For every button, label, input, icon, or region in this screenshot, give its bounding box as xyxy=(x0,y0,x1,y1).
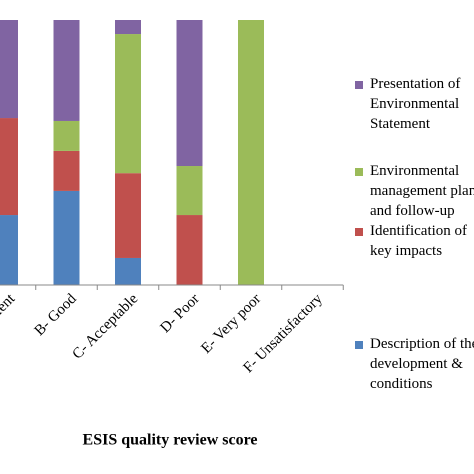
legend-label: Identification of key impacts xyxy=(370,223,467,259)
bar-segment xyxy=(115,20,141,35)
x-tick-label: C- Acceptable xyxy=(70,291,142,363)
bar-segment xyxy=(53,150,80,191)
legend-label: Environmental management plan and follow-u… xyxy=(370,163,474,219)
bar-segment xyxy=(115,34,141,174)
bar-segment xyxy=(0,215,18,285)
bar-segment xyxy=(53,120,80,151)
bar-segment xyxy=(176,20,203,167)
x-tick-label: E- Very poor xyxy=(198,291,264,357)
bar-segment xyxy=(176,166,203,216)
x-tick-label: A- Excellent xyxy=(0,290,19,356)
legend-label: Presentation of Environmental Statement xyxy=(370,76,460,132)
legend-label: Description of the development & condition… xyxy=(370,336,474,392)
legend-swatch xyxy=(355,168,363,176)
x-tick-label: B- Good xyxy=(32,291,80,339)
legend-swatch xyxy=(355,341,363,349)
legend-swatch xyxy=(355,228,363,236)
x-axis-title: ESIS quality review score xyxy=(83,432,258,449)
bar-segment xyxy=(115,257,141,285)
bar-segment xyxy=(0,118,18,216)
bar-segment xyxy=(238,20,264,285)
x-tick-label: D- Poor xyxy=(158,291,203,336)
bar-segment xyxy=(53,190,80,285)
bar-segment xyxy=(53,20,80,121)
legend-swatch xyxy=(355,81,363,89)
bar-segment xyxy=(115,173,141,258)
bar-segment xyxy=(176,215,203,285)
bar-segment xyxy=(0,20,18,119)
